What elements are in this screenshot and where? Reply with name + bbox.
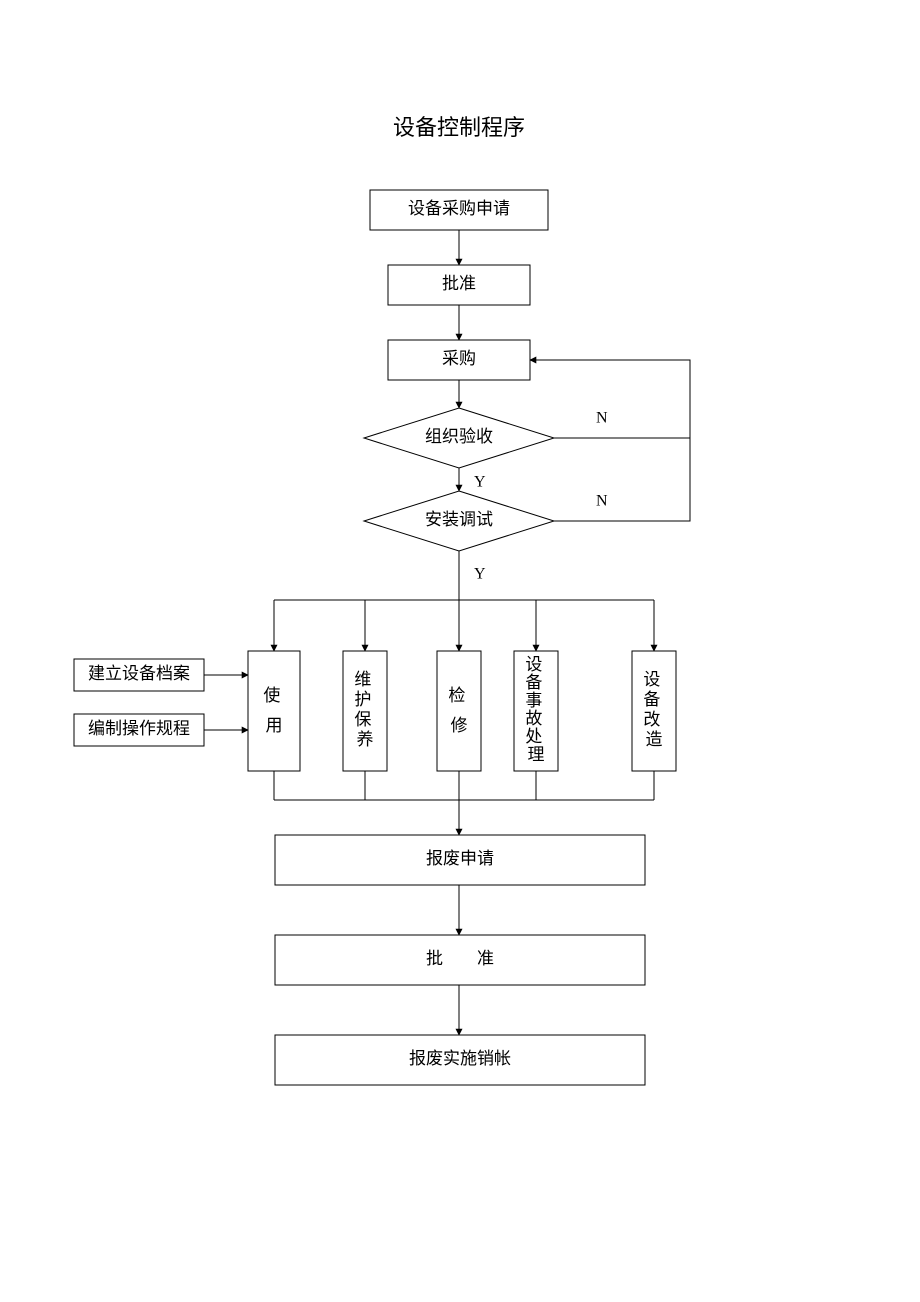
diagram-title: 设备控制程序	[393, 115, 525, 140]
node-maintain-label: 维 护 保 养	[354, 670, 375, 749]
node-acceptance-label: 组织验收	[425, 427, 493, 446]
flowchart-canvas: 设备控制程序 设备采购申请 批准 采购 组织验收 N Y 安装调试 N Y 使 …	[0, 0, 920, 1302]
node-scrap-exec-label: 报废实施销帐	[409, 1049, 511, 1068]
label-n2: N	[596, 493, 608, 510]
edge-n4-no	[530, 360, 690, 438]
node-renovate-label: 设 备 改 造	[643, 670, 664, 749]
node-scrap-request-label: 报废申请	[426, 849, 494, 868]
node-approve-2-label: 批 准	[426, 949, 494, 968]
node-install-debug-label: 安装调试	[425, 510, 493, 529]
node-use	[248, 651, 300, 771]
node-overhaul	[437, 651, 481, 771]
node-accident-label: 设 备 事 故 处 理	[525, 655, 546, 764]
node-purchase-label: 采购	[442, 349, 476, 368]
node-side-sop-label: 编制操作规程	[88, 719, 190, 738]
label-y1: Y	[474, 474, 486, 491]
edge-n5-no	[554, 438, 690, 521]
label-n1: N	[596, 410, 608, 427]
node-side-archive-label: 建立设备档案	[88, 664, 190, 683]
label-y2: Y	[474, 566, 486, 583]
node-purchase-request-label: 设备采购申请	[408, 199, 510, 218]
node-approve-1-label: 批准	[442, 274, 476, 293]
